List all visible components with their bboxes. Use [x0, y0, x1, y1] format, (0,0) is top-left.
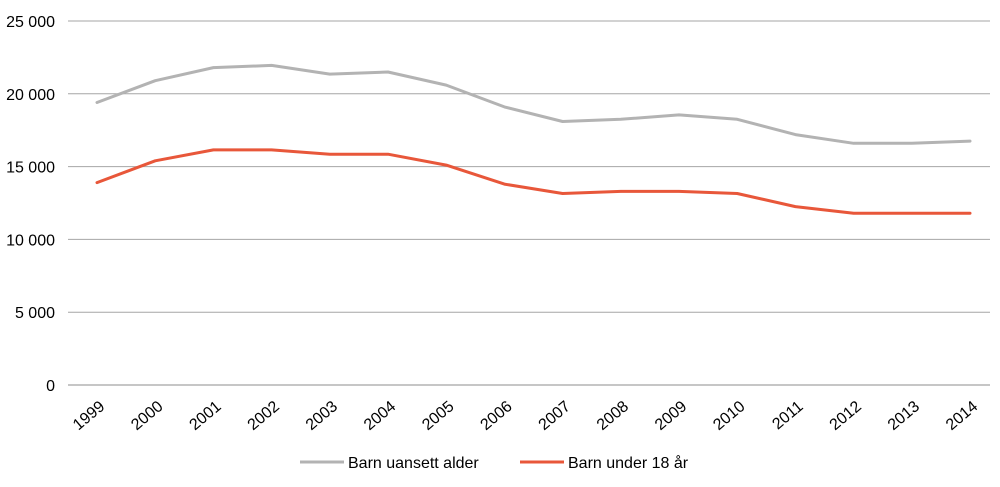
data-point — [968, 211, 972, 215]
series-2 — [95, 148, 972, 215]
legend-label: Barn under 18 år — [568, 454, 689, 472]
data-point — [95, 101, 99, 104]
data-point — [503, 105, 506, 109]
data-point — [910, 211, 913, 215]
data-point — [212, 148, 215, 152]
x-tick-label: 2012 — [827, 398, 865, 434]
y-tick-label: 10 000 — [6, 232, 55, 249]
y-tick-label: 5 000 — [15, 305, 55, 322]
x-tick-label: 2004 — [361, 398, 399, 434]
data-point — [386, 70, 390, 74]
series-line — [95, 63, 972, 145]
x-tick-label: 2013 — [885, 398, 923, 434]
data-point — [794, 205, 797, 208]
data-point — [212, 66, 215, 69]
x-tick-label: 2014 — [943, 398, 981, 434]
x-tick-label: 2001 — [186, 398, 224, 434]
data-point — [445, 83, 448, 87]
x-tick-label: 2006 — [477, 398, 515, 434]
gridlines — [68, 20, 990, 386]
data-point — [154, 79, 157, 82]
y-tick-label: 25 000 — [6, 14, 55, 31]
data-point — [561, 120, 564, 123]
series-1 — [95, 63, 972, 145]
series-line — [95, 148, 972, 215]
x-tick-label: 2005 — [419, 398, 457, 434]
data-point — [677, 113, 681, 117]
y-axis-ticks: 0 5 000 10 000 15 000 20 000 25 000 — [6, 14, 55, 395]
x-axis-ticks: 1999 2000 2001 2002 2003 2004 2005 2006 2007 2008… — [70, 398, 981, 434]
data-point — [561, 192, 564, 195]
series-lines — [95, 63, 972, 215]
data-point — [445, 163, 448, 167]
data-point — [95, 181, 99, 184]
data-point — [503, 182, 506, 186]
y-tick-label: 20 000 — [6, 87, 55, 104]
data-point — [154, 159, 157, 162]
y-tick-label: 15 000 — [6, 160, 55, 177]
data-point — [910, 142, 913, 145]
x-tick-label: 2000 — [128, 398, 166, 434]
data-point — [736, 118, 739, 121]
y-tick-label: 0 — [46, 378, 55, 395]
data-point — [852, 142, 855, 145]
data-point — [619, 118, 622, 121]
x-tick-label: 2002 — [245, 398, 283, 434]
legend: Barn uansett alder Barn under 18 år — [300, 454, 689, 472]
x-tick-label: 2009 — [652, 398, 690, 434]
x-tick-label: 2003 — [303, 398, 341, 434]
data-point — [736, 192, 739, 195]
data-point — [619, 190, 622, 193]
data-point — [328, 153, 331, 156]
data-point — [328, 72, 331, 76]
legend-label: Barn uansett alder — [348, 455, 479, 472]
data-point — [852, 211, 855, 215]
data-point — [677, 190, 681, 193]
x-tick-label: 1999 — [70, 398, 108, 434]
x-tick-label: 2010 — [710, 398, 748, 434]
data-point — [794, 133, 797, 136]
x-tick-label: 2007 — [536, 398, 574, 434]
x-tick-label: 2008 — [594, 398, 632, 434]
data-point — [270, 148, 273, 152]
data-point — [968, 139, 972, 143]
x-tick-label: 2011 — [769, 398, 806, 433]
data-point — [386, 153, 390, 156]
data-point — [270, 64, 273, 67]
